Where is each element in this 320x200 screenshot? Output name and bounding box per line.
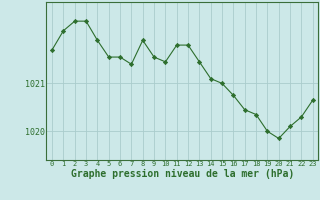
X-axis label: Graphe pression niveau de la mer (hPa): Graphe pression niveau de la mer (hPa) [71,169,294,179]
